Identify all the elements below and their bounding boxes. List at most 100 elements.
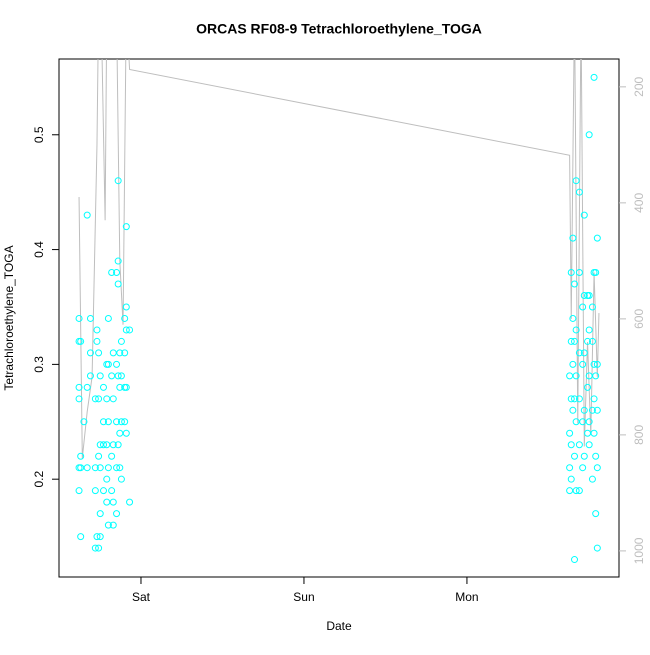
data-point <box>593 406 601 414</box>
data-point <box>117 372 125 380</box>
data-point <box>588 475 596 483</box>
data-point <box>104 521 112 529</box>
data-point <box>116 464 124 472</box>
data-point <box>116 349 124 357</box>
data-point <box>96 533 104 541</box>
data-point <box>566 487 574 495</box>
data-point <box>99 441 107 449</box>
data-point <box>567 395 575 403</box>
data-point <box>86 372 94 380</box>
data-point <box>108 487 116 495</box>
data-point <box>83 464 91 472</box>
data-point <box>592 269 600 277</box>
data-point <box>571 556 579 564</box>
data-point <box>572 177 580 185</box>
y-tick-label: 0.3 <box>32 356 46 373</box>
chart-title: ORCAS RF08-9 Tetrachloroethylene_TOGA <box>196 21 482 37</box>
data-point <box>80 418 88 426</box>
data-point <box>580 406 588 414</box>
data-point <box>93 326 101 334</box>
data-point <box>585 326 593 334</box>
plot-frame <box>58 58 620 578</box>
data-point <box>122 223 130 231</box>
data-point <box>571 280 579 288</box>
data-point <box>572 326 580 334</box>
data-point <box>126 326 134 334</box>
data-point <box>113 269 121 277</box>
data-point <box>114 372 122 380</box>
data-point <box>593 360 601 368</box>
x-tick-label: Sun <box>293 590 314 604</box>
data-point <box>109 395 117 403</box>
y2-tick-label: 200 <box>632 77 646 97</box>
y-tick-label: 0.4 <box>32 241 46 258</box>
data-point <box>575 188 583 196</box>
data-point <box>575 441 583 449</box>
data-point <box>77 337 85 345</box>
data-point <box>99 383 107 391</box>
data-point <box>588 303 596 311</box>
data-point <box>580 349 588 357</box>
data-point <box>122 303 130 311</box>
data-point <box>121 314 129 322</box>
data-point <box>103 475 111 483</box>
data-point <box>108 372 116 380</box>
data-point <box>593 234 601 242</box>
data-point <box>108 269 116 277</box>
data-point <box>83 211 91 219</box>
data-point <box>575 395 583 403</box>
data-point <box>93 337 101 345</box>
data-point <box>116 429 124 437</box>
data-point <box>585 372 593 380</box>
data-point <box>114 257 122 265</box>
data-point <box>590 395 598 403</box>
x-tick-label: Mon <box>455 590 478 604</box>
data-point <box>571 337 579 345</box>
data-point <box>572 487 580 495</box>
data-point <box>103 498 111 506</box>
data-point <box>109 349 117 357</box>
data-point <box>117 418 125 426</box>
data-point <box>95 349 103 357</box>
data-point <box>579 360 587 368</box>
data-point <box>75 395 83 403</box>
data-point <box>121 418 129 426</box>
data-point <box>113 510 121 518</box>
data-point <box>566 429 574 437</box>
y-axis-label: Tetrachloroethylene_TOGA <box>2 245 16 390</box>
data-point <box>75 487 83 495</box>
data-point <box>572 418 580 426</box>
data-point <box>592 510 600 518</box>
data-point <box>113 464 121 472</box>
data-point <box>571 452 579 460</box>
data-point <box>121 349 129 357</box>
data-point <box>113 418 121 426</box>
data-point <box>109 521 117 529</box>
data-point <box>579 418 587 426</box>
data-point <box>590 360 598 368</box>
data-point <box>584 429 592 437</box>
y2-tick-label: 400 <box>632 193 646 213</box>
y-tick-label: 0.5 <box>32 126 46 143</box>
data-point <box>109 441 117 449</box>
y2-tick-label: 1000 <box>632 537 646 564</box>
y-tick-label: 0.2 <box>32 471 46 488</box>
data-point <box>91 464 99 472</box>
data-point <box>593 544 601 552</box>
data-point <box>116 383 124 391</box>
data-point <box>96 441 104 449</box>
data-point <box>96 464 104 472</box>
data-point <box>113 360 121 368</box>
data-point <box>122 429 130 437</box>
x-axis-label: Date <box>326 619 352 633</box>
data-point <box>584 337 592 345</box>
data-point <box>585 418 593 426</box>
data-point <box>114 280 122 288</box>
data-point <box>104 418 112 426</box>
data-point <box>108 452 116 460</box>
data-point <box>590 429 598 437</box>
data-point <box>99 487 107 495</box>
data-point <box>572 372 580 380</box>
data-point <box>77 464 85 472</box>
